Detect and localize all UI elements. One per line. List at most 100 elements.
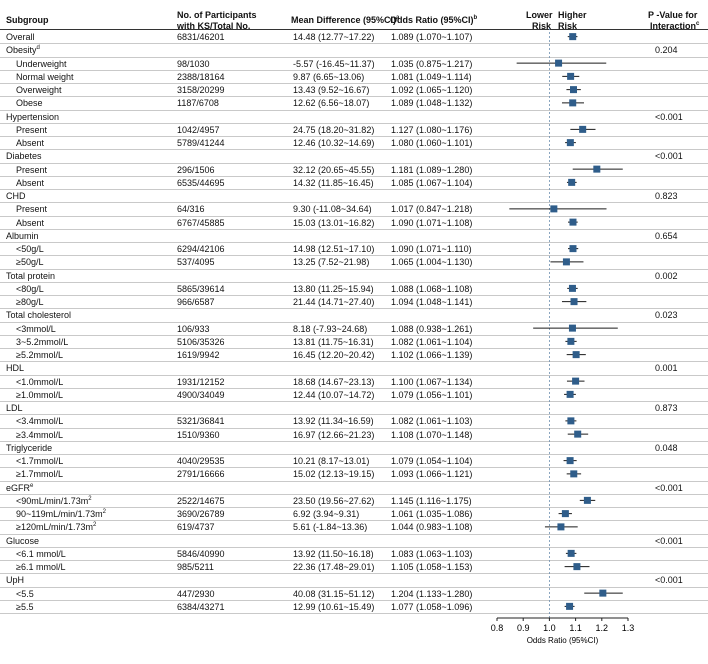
or-point [599,589,607,597]
participants-value: 537/4095 [177,257,215,268]
pvalue-value: <0.001 [655,111,683,122]
subgroup-label: 90~119mL/min/1.73m2 [16,509,106,519]
subgroup-label: Absent [16,138,45,148]
or-point [579,125,587,133]
row-divider [0,56,708,58]
subgroup-label: ≥80g/L [16,297,44,307]
or-point [570,298,578,306]
participants-value: 296/1506 [177,164,215,175]
row-divider [0,242,708,243]
participants-value: 966/6587 [177,297,215,307]
x-tick-label: 1.0 [543,623,556,633]
participants-value: 98/1030 [177,58,210,69]
or-point [569,218,577,226]
or-point [562,258,570,266]
odds-ratio-value: 1.102 (1.066~1.139) [391,350,473,360]
group-label: Total cholesterol [6,310,72,321]
or-point [566,139,574,147]
participants-value: 619/4737 [177,522,215,533]
or-point [568,284,576,292]
participants-value: 4040/29535 [177,456,225,466]
x-tick-label: 1.1 [569,623,582,633]
odds-ratio-value: 1.061 (1.035~1.086) [391,509,473,519]
row-divider [0,440,708,442]
row-divider [0,573,708,575]
mean-difference-value: 13.43 (9.52~16.67) [293,85,370,95]
superscript: 2 [92,522,97,529]
or-point [570,86,578,94]
participants-value: 2388/18164 [177,71,225,82]
or-point [572,377,580,385]
participants-value: 64/316 [177,204,205,215]
mean-difference-value: 15.03 (13.01~16.82) [293,217,375,228]
row-divider [0,334,708,336]
odds-ratio-value: 1.082 (1.061~1.104) [391,336,473,347]
or-point [567,337,575,345]
row-divider [0,348,708,349]
row-divider [0,175,708,177]
mean-difference-value: 14.98 (12.51~17.10) [293,244,375,254]
participants-value: 1042/4957 [177,124,220,135]
pvalue-value: 0.023 [655,310,678,321]
or-point [566,457,574,465]
participants-value: 5321/36841 [177,416,225,427]
subgroup-label: <1.7mmol/L [16,456,64,466]
or-point [572,351,580,359]
superscript: c [696,21,700,27]
row-divider [0,401,708,402]
x-tick-label: 0.8 [491,623,504,633]
odds-ratio-value: 1.035 (0.875~1.217) [391,58,473,69]
participants-value: 106/933 [177,323,210,334]
odds-ratio-value: 1.181 (1.089~1.280) [391,164,473,175]
or-point [567,417,575,425]
header-lower-risk-1: Lower [526,10,553,20]
pvalue-value: 0.001 [655,363,678,374]
header-pvalue-1: P -Value for [648,10,698,20]
superscript: b [473,15,478,21]
subgroup-label: <3mmol/L [16,323,56,334]
group-label: HDL [6,363,25,374]
mean-difference-value: 12.99 (10.61~15.49) [293,601,375,612]
mean-difference-value: -5.57 (-16.45~11.37) [293,58,375,69]
odds-ratio-value: 1.094 (1.048~1.141) [391,297,473,307]
x-tick-label: 0.9 [517,623,530,633]
mean-difference-value: 32.12 (20.65~45.55) [293,164,375,175]
subgroup-label: <90mL/min/1.73m2 [16,495,92,506]
row-divider [0,189,708,190]
mean-difference-value: 9.30 (-11.08~34.64) [293,204,372,215]
pvalue-value: 0.873 [655,403,678,413]
or-point [568,324,576,332]
or-point [566,602,574,610]
header-mean-difference: Mean Difference (95%CI)a [291,15,400,25]
mean-difference-value: 12.62 (6.56~18.07) [293,98,370,109]
group-label: UpH [6,575,25,586]
pvalue-value: <0.001 [655,151,683,162]
mean-difference-value: 18.68 (14.67~23.13) [293,376,375,387]
row-divider [0,162,708,164]
or-point [569,99,577,107]
subgroup-label: ≥1.7mmol/L [16,469,63,480]
subgroup-label: Overweight [16,85,62,95]
or-point [574,430,582,438]
participants-value: 6384/43271 [177,601,225,612]
participants-value: 985/5211 [177,562,214,572]
participants-value: 1187/6708 [177,98,219,109]
mean-difference-value: 14.48 (12.77~17.22) [293,32,375,42]
odds-ratio-value: 1.090 (1.071~1.110) [391,244,472,254]
row-divider [0,427,708,429]
pvalue-value: <0.001 [655,535,683,546]
mean-difference-value: 6.92 (3.94~9.31) [293,509,360,519]
subgroup-label: <80g/L [16,283,44,294]
or-point [557,523,565,531]
mean-difference-value: 13.81 (11.75~16.31) [293,336,374,347]
row-divider [0,228,708,230]
odds-ratio-value: 1.089 (1.070~1.107) [391,32,473,42]
odds-ratio-value: 1.017 (0.847~1.218) [391,204,473,215]
or-point [583,496,591,504]
mean-difference-value: 16.45 (12.20~20.42) [293,350,375,360]
row-divider [0,43,708,45]
group-label: Triglyceride [6,442,53,453]
odds-ratio-value: 1.093 (1.066~1.121) [391,469,473,480]
